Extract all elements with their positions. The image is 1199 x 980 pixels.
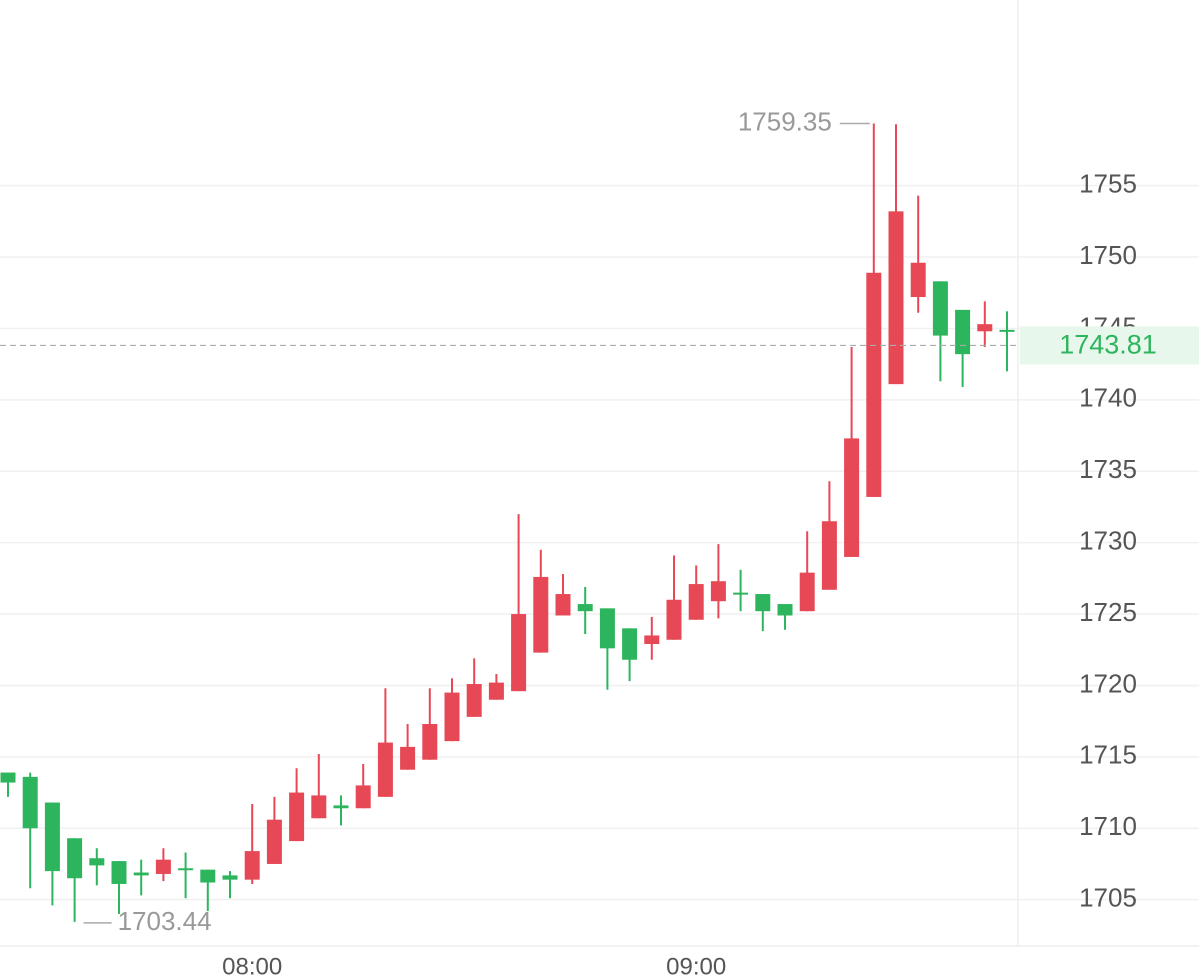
candle-body bbox=[155, 859, 171, 874]
candle-body bbox=[555, 594, 571, 616]
candle-body bbox=[178, 868, 194, 871]
candle-body bbox=[311, 795, 327, 819]
candle-body bbox=[200, 869, 216, 883]
candle-body bbox=[599, 608, 615, 649]
y-tick-label: 1725 bbox=[1079, 597, 1137, 627]
y-tick-label: 1740 bbox=[1079, 383, 1137, 413]
candle-body bbox=[999, 329, 1015, 332]
candle-body bbox=[355, 785, 371, 809]
candle-body bbox=[400, 746, 416, 770]
candle-body bbox=[533, 576, 549, 653]
candle-body bbox=[955, 309, 971, 355]
y-tick-label: 1755 bbox=[1079, 169, 1137, 199]
low-marker-label: 1703.44 bbox=[118, 906, 212, 936]
last-price-box bbox=[1020, 326, 1199, 365]
candle-body bbox=[977, 324, 993, 332]
last-price-label: 1743.81 bbox=[1059, 330, 1157, 360]
candle-body bbox=[511, 614, 527, 692]
candle-body bbox=[577, 604, 593, 612]
candle-body bbox=[710, 581, 726, 602]
candle-body bbox=[733, 592, 749, 595]
candle-body bbox=[67, 838, 83, 879]
candle-body bbox=[111, 861, 127, 884]
candle-body bbox=[422, 724, 438, 760]
candle-body bbox=[777, 604, 793, 616]
candle-body bbox=[644, 635, 660, 645]
candle-body bbox=[666, 599, 682, 640]
candle-body bbox=[622, 628, 638, 660]
y-tick-label: 1705 bbox=[1079, 883, 1137, 913]
x-tick-label: 09:00 bbox=[666, 953, 726, 980]
y-tick-label: 1735 bbox=[1079, 454, 1137, 484]
candle-body bbox=[888, 211, 904, 385]
x-tick-label: 08:00 bbox=[222, 953, 282, 980]
candle-body bbox=[222, 875, 238, 880]
candle-body bbox=[444, 692, 460, 742]
candle-body bbox=[89, 858, 105, 866]
candle-body bbox=[133, 872, 149, 876]
candle-body bbox=[377, 742, 393, 797]
y-tick-label: 1710 bbox=[1079, 811, 1137, 841]
high-marker-label: 1759.35 bbox=[738, 106, 832, 136]
y-tick-label: 1730 bbox=[1079, 526, 1137, 556]
candle-body bbox=[932, 281, 948, 336]
candle-body bbox=[821, 521, 837, 590]
candle-body bbox=[333, 805, 349, 809]
candle-body bbox=[266, 819, 282, 864]
candle-body bbox=[244, 851, 260, 880]
candle-body bbox=[755, 594, 771, 612]
candle-body bbox=[688, 584, 704, 620]
candle-body bbox=[866, 272, 882, 497]
candle-body bbox=[844, 438, 860, 557]
y-tick-label: 1720 bbox=[1079, 668, 1137, 698]
y-tick-label: 1750 bbox=[1079, 240, 1137, 270]
candle-body bbox=[910, 262, 926, 298]
y-tick-label: 1715 bbox=[1079, 740, 1137, 770]
candle-body bbox=[22, 776, 38, 829]
candle-body bbox=[0, 772, 16, 783]
candle-body bbox=[44, 802, 60, 872]
candle-body bbox=[799, 572, 815, 612]
candle-body bbox=[466, 684, 482, 717]
candle-body bbox=[488, 682, 504, 700]
candle-body bbox=[289, 792, 305, 842]
